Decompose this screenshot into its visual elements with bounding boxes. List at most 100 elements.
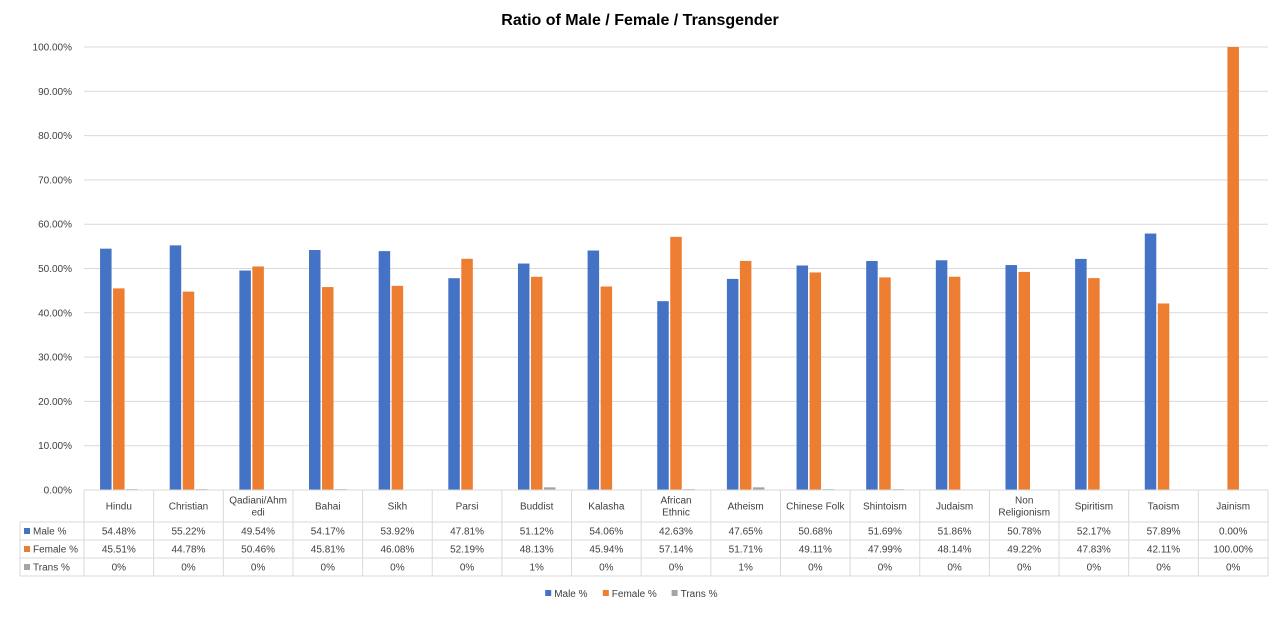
category-label: Shintoism [863,502,907,513]
bar-female [670,236,682,490]
y-tick-label: 10.00% [38,441,72,452]
bar-male [935,260,948,490]
table-cell: 0% [1226,563,1241,574]
category-label: Christian [169,502,208,513]
y-tick-label: 100.00% [33,43,73,54]
y-tick-label: 40.00% [38,308,72,319]
bar-female [530,276,543,490]
table-cell: 48.14% [938,545,972,556]
y-axis: 0.00% 10.00% 20.00% 30.00% 40.00% 50.00% 60.00… [33,43,73,497]
table-cell: 51.71% [729,545,763,556]
row-legend-key [24,564,30,570]
table-cell: 55.22% [172,527,206,538]
category-label: Ethnic [662,508,690,519]
bar-female [1088,278,1100,490]
chart-title: Ratio of Male / Female / Transgender [501,12,778,29]
bar-male [517,263,530,490]
legend-key [671,590,678,596]
table-cell: 46.08% [380,545,414,556]
category-label: Hindu [106,502,132,513]
bar-male [378,251,391,490]
category-label: Qadiani/Ahm [229,496,287,507]
bar-male [100,248,112,490]
bar-male [866,261,878,490]
category-label: Non [1015,496,1033,507]
bar-female [1018,271,1030,490]
row-label: Trans % [33,563,70,574]
category-label: Bahai [315,502,341,513]
bar-female [1227,47,1239,490]
bar-male [1144,233,1157,490]
category-label: Sikh [388,502,407,513]
table-cell: 51.86% [938,527,972,538]
table-cell: 49.11% [799,545,832,556]
table-cell: 1% [738,563,753,574]
legend: Male % Female % Trans % [545,589,718,600]
table-cell: 47.65% [729,527,763,538]
table-cell: 47.99% [868,545,902,556]
category-label: Atheism [728,502,764,513]
table-cell: 42.63% [659,527,693,538]
category-label: Religionism [998,508,1050,519]
category-label: Jainism [1216,502,1250,513]
bars [100,47,1239,490]
bar-male [796,265,809,490]
table-cell: 47.81% [450,527,484,538]
table-cell: 100.00% [1213,545,1253,556]
category-label: Spiritism [1075,502,1113,513]
bar-female [182,291,195,490]
table-cell: 44.78% [172,545,206,556]
y-tick-label: 70.00% [38,175,72,186]
row-legend-key [24,528,30,534]
table-cell: 45.51% [102,545,136,556]
bar-female [391,285,404,490]
table-cell: 0% [878,563,893,574]
table-cell: 48.13% [520,545,554,556]
y-tick-label: 0.00% [44,486,72,497]
bar-female [461,258,473,490]
table-cell: 50.78% [1007,527,1041,538]
table-cell: 0% [947,563,962,574]
y-tick-label: 90.00% [38,87,72,98]
bar-male [448,278,460,490]
bar-male [1005,265,1017,490]
bar-female [948,276,961,490]
table-cell: 54.48% [102,527,136,538]
bar-female [322,287,334,490]
table-cell: 0% [808,563,823,574]
y-tick-label: 20.00% [38,397,72,408]
table-cell: 52.19% [450,545,484,556]
table-cell: 0% [251,563,266,574]
legend-label: Trans % [681,589,718,600]
table-cell: 0% [390,563,405,574]
table-cell: 50.68% [798,527,832,538]
bar-female [600,286,613,490]
category-label: Parsi [456,502,479,513]
category-label: Buddist [520,502,554,513]
legend-label: Female % [612,589,657,600]
table-cell: 57.89% [1147,527,1181,538]
row-label: Male % [33,527,66,538]
table-cell: 45.81% [311,545,345,556]
table-cell: 1% [529,563,544,574]
legend-label: Male % [554,589,587,600]
table-cell: 0% [1017,563,1032,574]
category-label: edi [251,508,264,519]
table-cell: 0% [599,563,614,574]
table-cell: 47.83% [1077,545,1111,556]
bar-female [809,272,822,490]
y-tick-label: 30.00% [38,353,72,364]
y-tick-label: 60.00% [38,220,72,231]
table-cell: 0% [112,563,127,574]
category-label: Kalasha [588,502,625,513]
bar-male [587,250,600,490]
table-cell: 54.06% [589,527,623,538]
y-tick-label: 50.00% [38,264,72,275]
row-legend-key [24,546,30,552]
table-cell: 0% [460,563,475,574]
table-cell: 0% [181,563,196,574]
bar-female [879,277,891,490]
table-cell: 57.14% [659,545,693,556]
category-label: Judaism [936,502,973,513]
